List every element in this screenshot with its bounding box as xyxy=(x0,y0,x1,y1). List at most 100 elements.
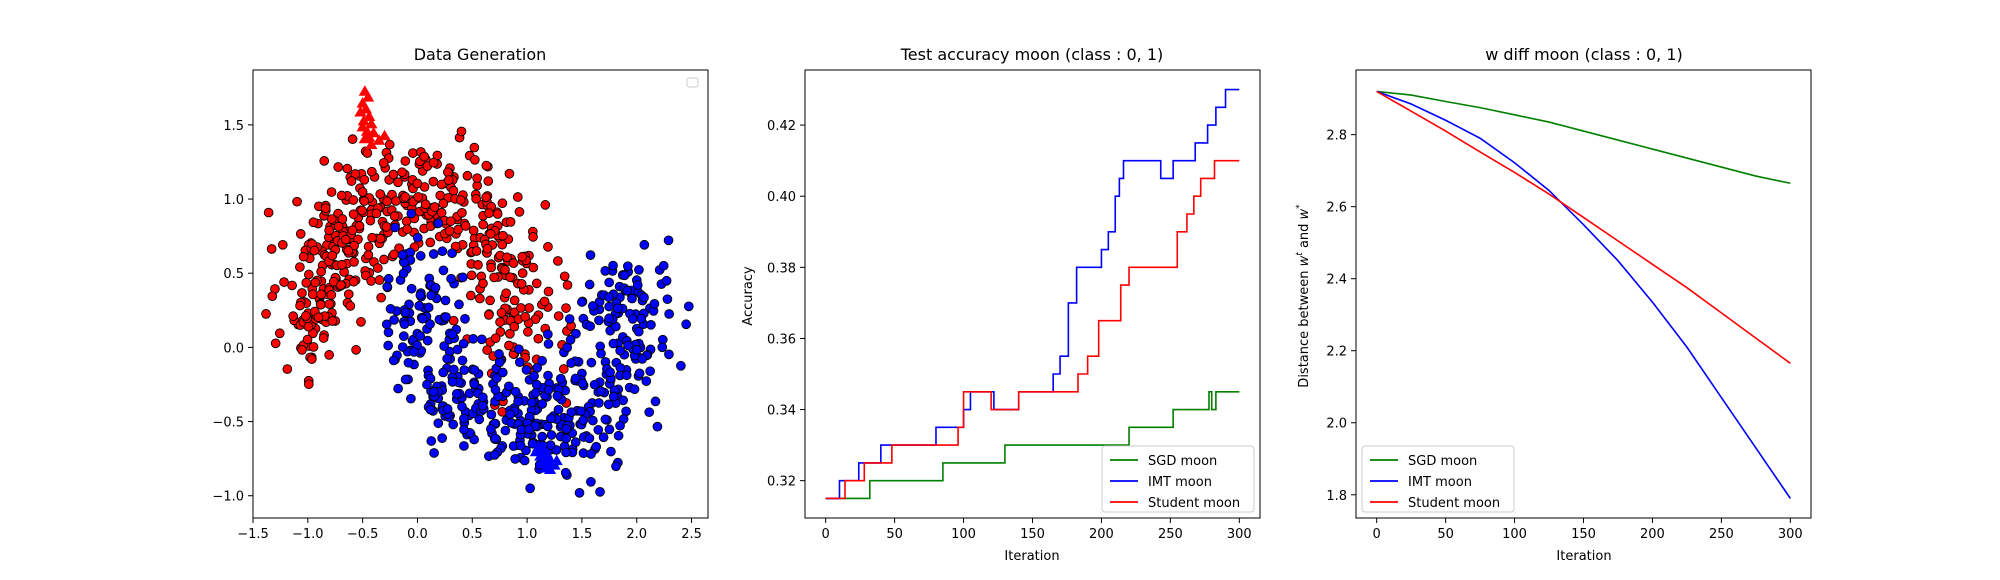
point xyxy=(524,303,534,313)
point xyxy=(304,269,314,280)
point xyxy=(523,326,533,337)
point xyxy=(423,302,434,313)
point xyxy=(429,448,439,458)
point xyxy=(327,250,338,261)
point xyxy=(383,273,394,284)
y-axis-label: Accuracy xyxy=(741,266,756,326)
x-tick-label: 200 xyxy=(1089,527,1114,542)
plot-area xyxy=(261,85,694,498)
point xyxy=(444,226,455,236)
point xyxy=(359,196,370,206)
point xyxy=(261,309,271,319)
point xyxy=(505,272,515,283)
legend-entry: Student moon xyxy=(1408,496,1500,511)
point xyxy=(448,419,459,430)
point xyxy=(346,176,357,186)
point xyxy=(383,327,394,338)
point xyxy=(469,434,480,445)
point xyxy=(528,262,539,273)
point xyxy=(459,413,469,424)
point xyxy=(439,341,450,351)
point xyxy=(566,358,577,368)
point xyxy=(631,344,642,355)
point xyxy=(316,289,326,300)
point xyxy=(415,331,426,341)
point xyxy=(324,350,335,360)
point xyxy=(382,281,393,292)
point xyxy=(462,170,473,181)
point xyxy=(664,349,674,360)
point xyxy=(520,312,531,322)
point xyxy=(398,331,409,341)
point xyxy=(378,129,391,141)
point xyxy=(397,342,408,352)
point xyxy=(481,192,491,203)
y-tick-label: 2.6 xyxy=(1326,201,1347,216)
x-tick-label: −1.0 xyxy=(292,527,324,542)
point xyxy=(460,221,471,231)
point xyxy=(390,222,400,233)
point xyxy=(543,385,554,395)
y-tick-label: 2.8 xyxy=(1326,129,1347,144)
point xyxy=(529,371,539,381)
point xyxy=(543,339,554,349)
point xyxy=(358,132,371,144)
point xyxy=(565,334,576,345)
point xyxy=(504,168,515,179)
point xyxy=(510,454,520,464)
point xyxy=(501,288,511,299)
point xyxy=(356,316,366,327)
point xyxy=(561,303,571,313)
point xyxy=(433,418,444,429)
point xyxy=(447,248,457,259)
point xyxy=(342,163,353,174)
point xyxy=(588,415,598,426)
point xyxy=(491,373,502,383)
point xyxy=(326,214,337,224)
point xyxy=(537,399,548,409)
point xyxy=(428,249,439,259)
y-tick-label: 0.32 xyxy=(767,475,796,490)
point xyxy=(310,277,321,288)
point xyxy=(429,386,439,397)
point xyxy=(495,317,505,327)
point xyxy=(393,383,403,394)
point xyxy=(605,367,615,378)
point xyxy=(400,307,411,318)
point xyxy=(363,110,376,121)
point xyxy=(600,414,611,425)
point xyxy=(472,173,482,184)
point xyxy=(521,364,532,375)
point xyxy=(482,345,492,355)
point xyxy=(662,294,673,305)
legend: SGD moon IMT moon Student moon xyxy=(1361,445,1515,513)
point xyxy=(381,222,392,232)
point xyxy=(327,316,338,326)
point xyxy=(612,303,623,314)
point xyxy=(543,242,553,252)
y-tick-label: 0.42 xyxy=(767,119,796,134)
point xyxy=(381,319,392,330)
point xyxy=(497,198,508,209)
point xyxy=(359,174,370,185)
point xyxy=(399,319,410,330)
point xyxy=(525,483,535,494)
point xyxy=(537,355,547,366)
point xyxy=(546,413,556,424)
point xyxy=(475,293,485,304)
point xyxy=(357,187,368,197)
point xyxy=(584,433,595,444)
point xyxy=(389,315,399,325)
point xyxy=(413,192,424,202)
point xyxy=(448,185,459,196)
point xyxy=(504,340,514,351)
point xyxy=(406,283,417,294)
point xyxy=(457,208,467,218)
point xyxy=(402,224,413,235)
x-tick-label: 50 xyxy=(1437,527,1454,542)
point xyxy=(495,327,506,337)
point xyxy=(343,289,354,300)
point xyxy=(627,314,638,324)
point xyxy=(481,160,492,171)
